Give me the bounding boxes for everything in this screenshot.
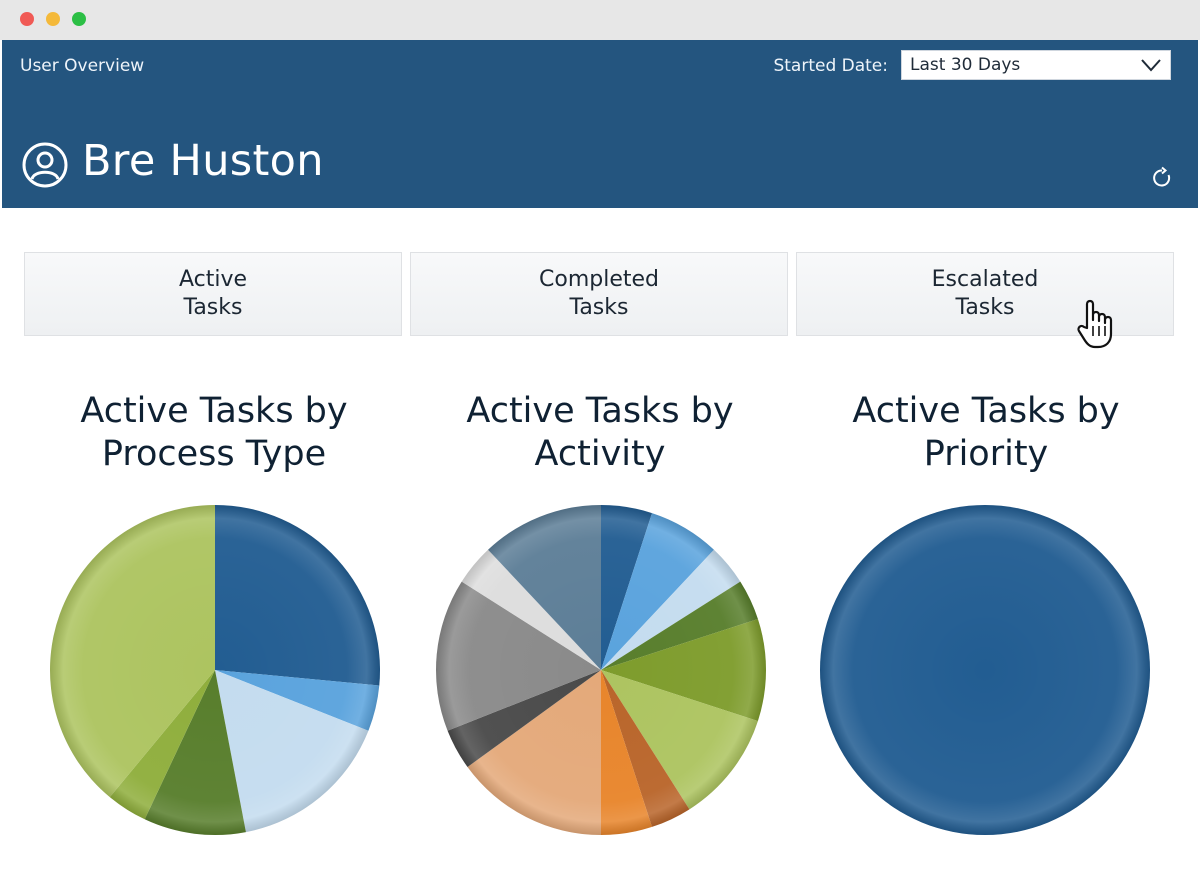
close-window-button[interactable] xyxy=(20,12,34,26)
refresh-icon[interactable] xyxy=(1150,166,1174,190)
page-header: User Overview Started Date: Last 30 Days… xyxy=(2,40,1198,208)
chart-title-line1: Active Tasks by xyxy=(80,391,348,431)
user-name: Bre Huston xyxy=(82,136,324,186)
pie-chart-priority xyxy=(820,505,1150,835)
window-titlebar xyxy=(0,0,1200,40)
tab-label-line2: Tasks xyxy=(183,295,243,320)
started-date-select[interactable]: Last 30 Days xyxy=(901,50,1171,80)
app-title: User Overview xyxy=(20,56,145,76)
maximize-window-button[interactable] xyxy=(72,12,86,26)
chart-title-priority: Active Tasks by Priority xyxy=(796,390,1176,476)
pie-chart-process-type xyxy=(50,505,380,835)
chart-title-process-type: Active Tasks by Process Type xyxy=(24,390,404,476)
tab-completed-tasks[interactable]: Completed Tasks xyxy=(410,252,788,336)
user-icon xyxy=(22,142,68,188)
hand-cursor-icon xyxy=(1077,299,1113,349)
chart-title-activity: Active Tasks by Activity xyxy=(410,390,790,476)
tab-label-line2: Tasks xyxy=(569,295,629,320)
pie-shading xyxy=(820,505,1150,835)
tab-label-line1: Completed xyxy=(539,267,659,292)
tab-escalated-tasks[interactable]: Escalated Tasks xyxy=(796,252,1174,336)
chart-title-line1: Active Tasks by xyxy=(852,391,1120,431)
pie-shading xyxy=(50,505,380,835)
pie-chart-activity xyxy=(436,505,766,835)
started-date-value: Last 30 Days xyxy=(910,55,1021,75)
chart-title-line2: Activity xyxy=(534,434,666,474)
tab-label-line1: Active xyxy=(178,267,248,292)
tab-label-line1: Escalated xyxy=(931,267,1039,292)
chart-title-line2: Priority xyxy=(923,434,1049,474)
started-date-label: Started Date: xyxy=(773,56,888,76)
minimize-window-button[interactable] xyxy=(46,12,60,26)
chevron-down-icon xyxy=(1141,59,1161,72)
pie-shading xyxy=(436,505,766,835)
tab-active-tasks[interactable]: Active Tasks xyxy=(24,252,402,336)
chart-title-line1: Active Tasks by xyxy=(466,391,734,431)
chart-title-line2: Process Type xyxy=(101,434,327,474)
tab-label-line2: Tasks xyxy=(955,295,1015,320)
